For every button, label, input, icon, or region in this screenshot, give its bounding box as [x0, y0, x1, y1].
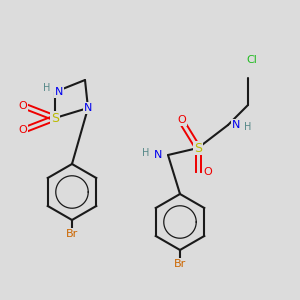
Text: Cl: Cl [247, 55, 257, 65]
Text: N: N [232, 120, 240, 130]
Text: Br: Br [174, 259, 186, 269]
Text: S: S [194, 142, 202, 154]
Text: N: N [154, 150, 162, 160]
Text: Br: Br [66, 229, 78, 239]
Text: N: N [84, 103, 92, 113]
Text: O: O [178, 115, 186, 125]
Text: H: H [142, 148, 150, 158]
Text: H: H [244, 122, 252, 132]
Text: S: S [51, 112, 59, 124]
Text: O: O [19, 125, 27, 135]
Text: O: O [19, 101, 27, 111]
Text: N: N [55, 87, 63, 97]
Text: O: O [204, 167, 212, 177]
Text: H: H [43, 83, 51, 93]
